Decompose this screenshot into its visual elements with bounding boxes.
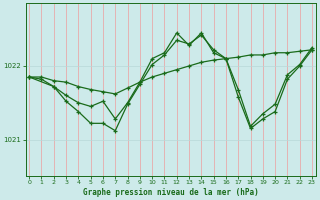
X-axis label: Graphe pression niveau de la mer (hPa): Graphe pression niveau de la mer (hPa) bbox=[83, 188, 259, 197]
